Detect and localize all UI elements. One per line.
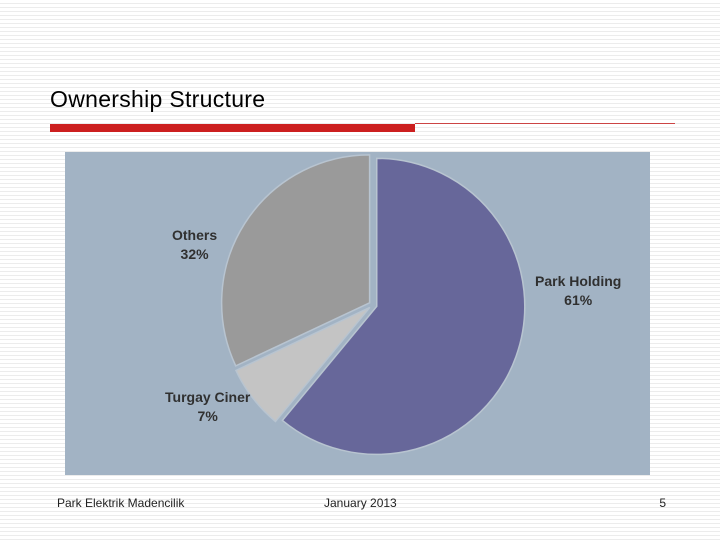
- footer-company-name: Park Elektrik Madencilik: [57, 496, 185, 510]
- slide-title: Ownership Structure: [50, 86, 266, 112]
- pie-slice-park-holding: [281, 157, 526, 456]
- slice-label-turgay-ciner: Turgay Ciner 7%: [165, 388, 250, 426]
- pie-chart: [220, 154, 526, 456]
- title-accent-bar: [50, 124, 415, 132]
- pie-chart-panel: Park Holding 61% Turgay Ciner 7% Others …: [65, 152, 650, 475]
- slice-name-others: Others: [172, 227, 218, 243]
- slice-value-others: 32%: [180, 246, 209, 262]
- footer-date: January 2013: [324, 496, 397, 510]
- slice-label-others: Others 32%: [172, 226, 217, 264]
- slice-name-turgay-ciner: Turgay Ciner: [165, 389, 251, 405]
- slice-value-park-holding: 61%: [564, 292, 593, 308]
- footer-page-number: 5: [659, 496, 666, 510]
- slice-name-park-holding: Park Holding: [535, 273, 622, 289]
- pie-slice-turgay-ciner: [234, 306, 371, 423]
- slice-label-park-holding: Park Holding 61%: [535, 272, 621, 310]
- slice-value-turgay-ciner: 7%: [197, 408, 218, 424]
- title-divider-line: [415, 123, 675, 124]
- pie-slice-others: [220, 154, 371, 367]
